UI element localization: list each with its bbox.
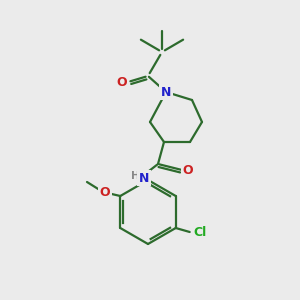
Text: O: O: [117, 76, 127, 88]
Text: O: O: [183, 164, 193, 176]
Text: N: N: [161, 85, 171, 98]
Text: N: N: [139, 172, 149, 184]
Text: Cl: Cl: [193, 226, 206, 238]
Text: O: O: [100, 185, 110, 199]
Text: H: H: [130, 171, 140, 181]
